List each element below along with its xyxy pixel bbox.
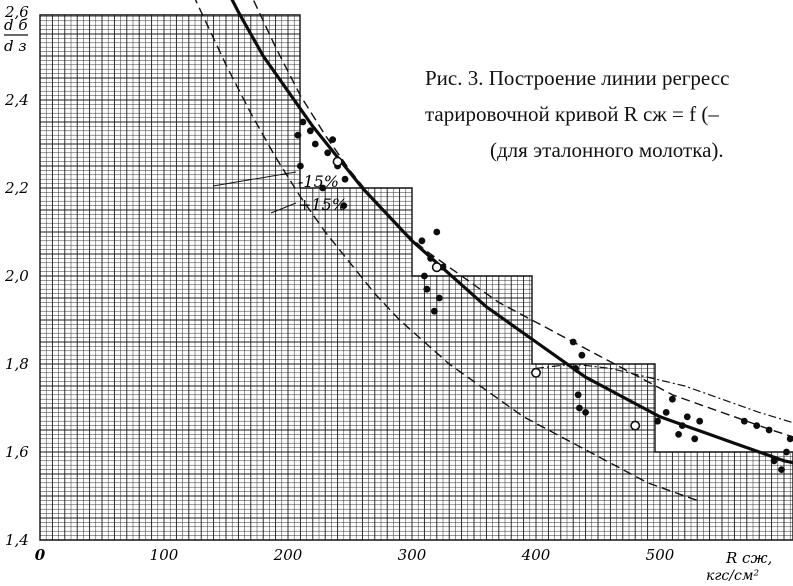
x-tick-label: 500	[646, 546, 675, 564]
data-point-open	[630, 420, 641, 431]
regression-curve	[230, 0, 793, 465]
data-point-filled	[433, 228, 441, 236]
data-point-filled	[675, 431, 682, 438]
data-point-filled	[662, 409, 670, 416]
x-tick-label: 100	[150, 546, 179, 564]
data-point-filled	[778, 466, 785, 473]
band-label-plus-15: +15%	[298, 195, 347, 214]
graph-paper-grid	[40, 15, 793, 540]
x-tick-label: 200	[273, 546, 303, 564]
x-tick-label: 0	[35, 546, 46, 564]
data-point-filled	[654, 417, 661, 425]
figure-caption-line-3: (для эталонного молотка).	[490, 138, 724, 162]
data-point-filled	[576, 404, 583, 412]
data-point-filled	[319, 184, 327, 192]
data-point-open	[530, 367, 541, 378]
data-point-filled	[578, 351, 586, 359]
data-point-filled	[430, 307, 438, 315]
y-axis-label-numerator: d б	[4, 16, 28, 34]
data-point-filled	[753, 422, 761, 429]
data-point-filled	[765, 426, 773, 434]
line-minus-15	[252, 0, 793, 438]
band-label-minus-15: -15%	[298, 172, 339, 191]
data-point-filled	[423, 285, 431, 293]
data-point-filled	[740, 417, 748, 425]
y-tick-label: 2,0	[4, 267, 29, 285]
x-tick-label: 400	[521, 546, 551, 564]
data-point-filled	[786, 435, 793, 443]
data-point-filled	[306, 127, 314, 135]
data-point-filled	[574, 391, 582, 399]
x-tick-label: 300	[398, 546, 427, 564]
y-tick-label: 2,4	[4, 91, 29, 109]
data-point-filled	[678, 422, 686, 429]
data-point-filled	[421, 272, 428, 280]
y-tick-label: 2,6	[4, 3, 29, 21]
grid-outline	[39, 14, 793, 541]
data-point-filled	[427, 255, 434, 262]
line-plus-15	[194, 0, 698, 502]
data-point-filled	[770, 457, 778, 465]
data-point-filled	[299, 118, 307, 126]
y-tick-label: 1,4	[5, 531, 29, 549]
band-label-leader	[212, 171, 297, 187]
data-point-filled	[569, 338, 577, 346]
data-point-filled	[341, 175, 349, 183]
line-dashdot	[535, 363, 793, 424]
band-label-leader	[270, 202, 297, 214]
data-point-filled	[297, 162, 304, 170]
data-point-filled	[582, 409, 589, 416]
figure-caption-line-1: Рис. 3. Построение линии регресс	[425, 66, 730, 90]
data-point-filled	[696, 417, 704, 425]
figure-caption-line-2: тарировочной кривой R сж = f (–	[425, 102, 719, 126]
data-point-filled	[329, 136, 337, 144]
data-point-filled	[669, 395, 676, 403]
data-point-filled	[311, 140, 319, 148]
y-tick-label: 1,6	[5, 443, 29, 461]
x-axis-label-top: R сж,	[725, 549, 772, 567]
data-point-filled	[572, 365, 580, 372]
y-tick-label: 1,8	[5, 355, 29, 373]
data-point-filled	[324, 149, 332, 157]
data-point-filled	[294, 131, 302, 139]
data-point-filled	[418, 237, 426, 245]
x-axis-label-bottom: кгс/см²	[706, 568, 759, 584]
y-tick-label: 2,2	[4, 179, 29, 197]
data-point-filled	[691, 435, 699, 443]
data-point-open	[431, 262, 442, 273]
data-point-open	[332, 156, 343, 167]
data-point-filled	[340, 202, 348, 210]
data-point-filled	[435, 294, 443, 302]
y-axis-label-denominator: d з	[4, 37, 27, 55]
data-point-filled	[783, 448, 790, 456]
data-point-filled	[683, 413, 691, 421]
